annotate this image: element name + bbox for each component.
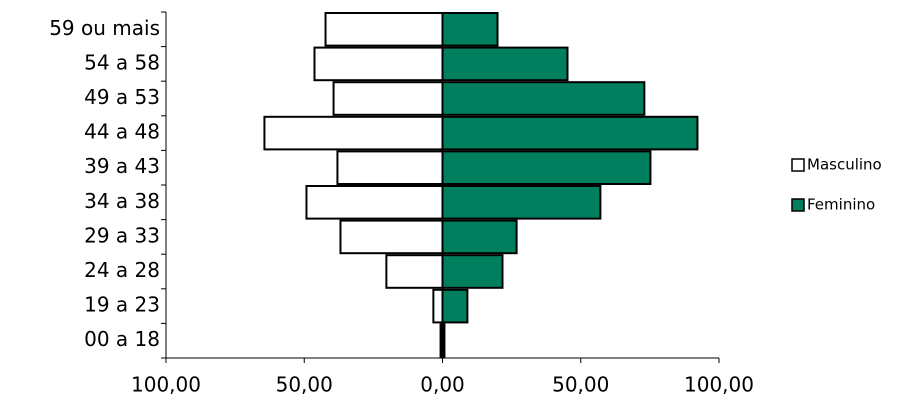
y-tick-label: 59 ou mais (49, 16, 160, 40)
bar (305, 185, 444, 220)
x-tick-label: 100,00 (131, 373, 201, 397)
y-tick-label: 29 a 33 (84, 223, 160, 247)
legend-label: Masculino (807, 156, 882, 174)
y-tick-label: 00 a 18 (84, 327, 160, 351)
legend-swatch (791, 198, 805, 212)
bar (263, 115, 444, 151)
y-tick-label: 24 a 28 (84, 258, 160, 282)
bar (441, 46, 569, 82)
bar (324, 12, 444, 47)
legend-label: Feminino (807, 196, 875, 214)
x-tick-label: 0,00 (420, 373, 465, 397)
bar (441, 219, 518, 255)
x-tick-label: 100,00 (684, 373, 754, 397)
y-tick-label: 39 a 43 (84, 154, 160, 178)
bar (441, 150, 652, 185)
x-tick-label: 50,00 (276, 373, 333, 397)
bar (336, 150, 444, 185)
y-tick-label: 54 a 58 (84, 50, 160, 74)
y-tick-label: 49 a 53 (84, 85, 160, 109)
bar (441, 323, 446, 358)
y-tick-label: 19 a 23 (84, 293, 160, 317)
bar (441, 81, 646, 116)
y-tick-label: 44 a 48 (84, 120, 160, 144)
bar (441, 288, 469, 324)
bar (313, 46, 444, 82)
bar (441, 254, 504, 289)
bar (432, 288, 444, 324)
bar (339, 219, 444, 255)
y-tick-label: 34 a 38 (84, 189, 160, 213)
legend-swatch (791, 158, 805, 172)
bar (441, 115, 699, 151)
bar (385, 254, 444, 289)
bar (441, 185, 602, 220)
x-tick-label: 50,00 (552, 373, 609, 397)
bar (332, 81, 444, 116)
bar (441, 12, 499, 47)
